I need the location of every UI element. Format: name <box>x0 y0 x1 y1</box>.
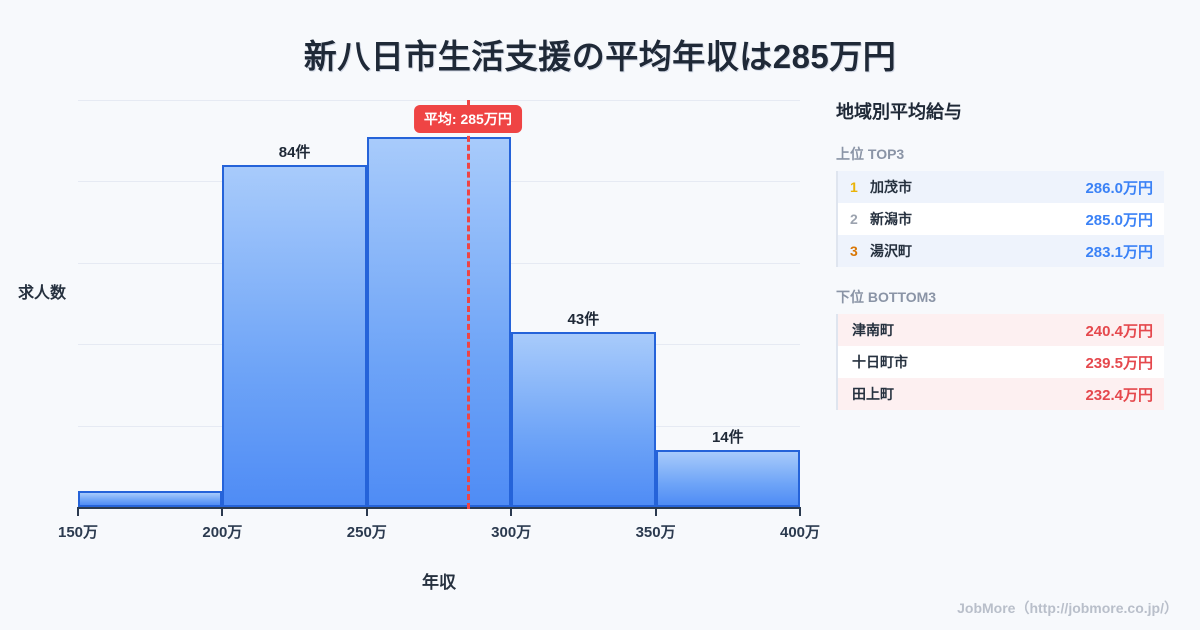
rank-row[interactable]: 田上町 232.4万円 <box>838 378 1164 410</box>
rank-number: 1 <box>850 179 858 195</box>
region-salary-value: 239.5万円 <box>1085 354 1153 372</box>
x-tick-label: 400万 <box>779 524 821 541</box>
region-salary-value: 232.4万円 <box>1085 386 1153 404</box>
footer-watermark: JobMore（http://jobmore.co.jp/） <box>957 600 1178 616</box>
x-tick-label: 200万 <box>202 524 243 541</box>
region-name: 新潟市 <box>870 211 912 227</box>
bar-value-label: 14件 <box>711 429 744 447</box>
x-tick <box>510 507 513 516</box>
rank-number: 2 <box>850 211 858 227</box>
rank-row[interactable]: 3 湯沢町 283.1万円 <box>838 235 1164 267</box>
regional-salary-panel: 地域別平均給与 上位 TOP3 1 加茂市 286.0万円 2 新潟市 285.0万円 3 湯… <box>836 98 1164 410</box>
bottom3-heading: 下位 BOTTOM3 <box>836 289 937 305</box>
page-title: 新八日市生活支援の平均年収は285万円 <box>303 38 897 75</box>
region-name: 加茂市 <box>870 179 912 195</box>
x-axis-line <box>78 507 800 509</box>
region-name: 湯沢町 <box>870 243 912 259</box>
top3-table: 1 加茂市 286.0万円 2 新潟市 285.0万円 3 湯沢町 283.1万円 <box>836 171 1164 267</box>
histogram-bar <box>366 136 512 507</box>
x-tick-label: 250万 <box>346 524 387 541</box>
rank-number: 3 <box>850 243 858 259</box>
rank-row[interactable]: 十日町市 239.5万円 <box>838 346 1164 378</box>
bar-value-label: 84件 <box>278 144 311 162</box>
histogram-bar <box>655 450 800 507</box>
x-tick <box>799 507 801 516</box>
x-tick <box>77 507 79 516</box>
region-salary-value: 283.1万円 <box>1085 243 1153 261</box>
histogram-bar <box>511 332 656 507</box>
average-line <box>466 100 470 509</box>
bottom3-block: 下位 BOTTOM3 津南町 240.4万円十日町市 239.5万円田上町 232.4… <box>836 287 1164 410</box>
x-tick-label: 150万 <box>57 524 99 541</box>
x-tick <box>365 507 368 516</box>
bottom3-table: 津南町 240.4万円十日町市 239.5万円田上町 232.4万円 <box>836 314 1164 410</box>
gridline <box>78 100 800 101</box>
region-salary-value: 240.4万円 <box>1085 322 1153 340</box>
histogram-chart: 求人数 84件91件43件14件 150万200万250万300万350万400… <box>18 100 821 592</box>
rank-row[interactable]: 1 加茂市 286.0万円 <box>838 171 1164 203</box>
region-salary-value: 286.0万円 <box>1085 179 1153 197</box>
y-axis-label: 求人数 <box>18 285 67 302</box>
x-tick <box>654 507 657 516</box>
x-tick-label: 300万 <box>491 524 532 541</box>
plot-area: 84件91件43件14件 <box>78 100 800 507</box>
histogram-bar <box>78 490 223 507</box>
top3-heading: 上位 TOP3 <box>836 146 905 162</box>
panel-title: 地域別平均給与 <box>836 102 962 122</box>
region-name: 津南町 <box>852 322 894 338</box>
average-badge: 平均: 285万円 <box>413 105 522 133</box>
histogram-bar <box>222 165 367 507</box>
rank-row[interactable]: 2 新潟市 285.0万円 <box>838 203 1164 235</box>
region-name: 田上町 <box>852 386 894 402</box>
region-name: 十日町市 <box>852 354 908 370</box>
x-axis-label: 年収 <box>422 573 456 592</box>
x-tick-label: 350万 <box>635 524 676 541</box>
rank-row[interactable]: 津南町 240.4万円 <box>838 314 1164 346</box>
region-salary-value: 285.0万円 <box>1085 211 1153 229</box>
x-tick <box>221 507 224 516</box>
bar-value-label: 43件 <box>567 310 600 328</box>
